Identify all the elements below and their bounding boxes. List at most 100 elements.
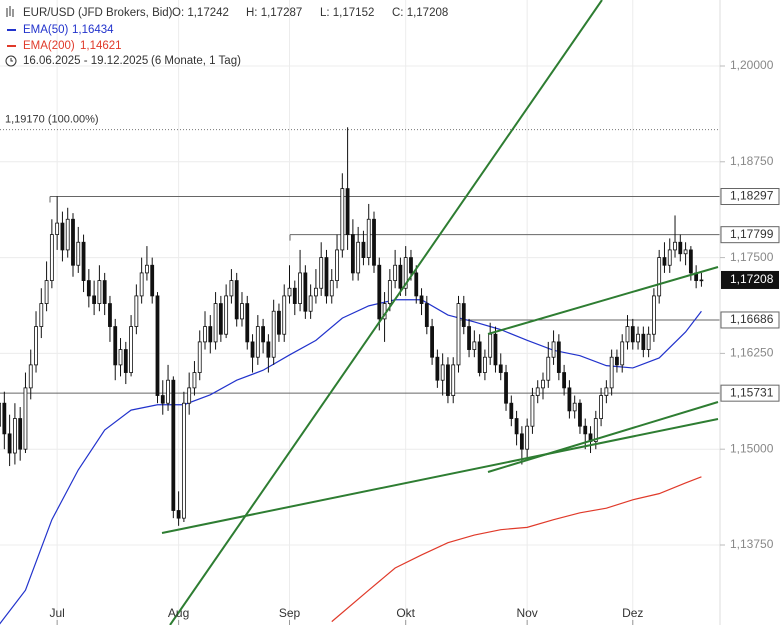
candle-body: [530, 395, 535, 427]
candle-body: [292, 287, 297, 304]
trend-line: [161, 418, 719, 534]
candle-body: [60, 222, 65, 251]
candle-body: [192, 372, 197, 389]
candle-body: [49, 234, 54, 281]
candle-body: [139, 272, 144, 297]
candle-body: [224, 295, 229, 335]
candle-body: [456, 303, 461, 366]
level-label: 1,16686: [730, 312, 774, 326]
candle-body: [678, 241, 683, 255]
candle-body: [271, 310, 276, 358]
legend-label: EMA(50): [23, 24, 69, 36]
candle-body: [76, 241, 81, 266]
candle-body: [467, 326, 471, 350]
candle-body: [240, 303, 244, 320]
level-label: 1,17799: [730, 227, 774, 241]
candle-body: [657, 257, 662, 297]
candle-body: [277, 310, 281, 335]
candle-body: [567, 387, 572, 412]
candle-body: [23, 387, 28, 450]
candle-body: [108, 303, 112, 327]
candle-body: [446, 364, 450, 396]
x-tick-label: Jul: [49, 606, 64, 620]
candle-body: [123, 349, 128, 373]
bar-icon: [6, 6, 14, 17]
legend-value: 1,16434: [72, 24, 114, 36]
candle-body: [171, 379, 176, 511]
ema-line: [0, 299, 702, 625]
candle-body: [229, 280, 234, 297]
candle-body: [483, 356, 487, 373]
x-tick-label: Dez: [622, 606, 643, 620]
y-tick-label: 1,13750: [730, 537, 774, 551]
candle-body: [335, 249, 339, 281]
period: (6 Monate, 1 Tag): [151, 55, 241, 67]
candle-body: [361, 241, 366, 258]
candle-body: [150, 264, 155, 297]
candle-body: [461, 303, 466, 327]
candle-body: [551, 341, 556, 358]
candle-body: [556, 341, 561, 373]
open: O: 1,17242: [172, 7, 229, 19]
current-box: [721, 270, 779, 289]
candle-body: [387, 280, 392, 304]
candle-body: [102, 280, 107, 304]
candle-body: [477, 341, 482, 373]
candle-body: [519, 433, 524, 450]
candle-body: [314, 287, 318, 297]
candle-body: [345, 188, 350, 235]
candle-body: [630, 326, 635, 343]
candle-body: [636, 333, 640, 343]
candle-body: [419, 295, 424, 304]
candle-body: [493, 333, 498, 366]
candle-body: [525, 425, 530, 450]
candle-body: [667, 249, 672, 266]
y-tick-label: 1,18750: [730, 154, 774, 168]
low: L: 1,17152: [320, 7, 374, 19]
candle-body: [160, 395, 165, 404]
candle-body: [118, 349, 123, 366]
plot: 1,19170 (100.00%): [0, 114, 720, 625]
candle-body: [541, 379, 545, 389]
candle-body: [514, 418, 519, 435]
candle-body: [166, 379, 170, 404]
candle-body: [203, 326, 207, 343]
candle-body: [350, 234, 355, 274]
candle-body: [414, 272, 419, 297]
candle-body: [599, 395, 603, 419]
close: C: 1,17208: [392, 7, 448, 19]
candle-body: [609, 356, 614, 389]
candle-body: [393, 264, 398, 281]
candle-body: [261, 326, 266, 343]
candle-body: [651, 295, 656, 335]
candle-body: [319, 257, 324, 289]
y-tick-label: 1,20000: [730, 58, 774, 72]
candle-body: [366, 218, 371, 258]
candle-body: [234, 280, 239, 320]
candle-body: [113, 326, 118, 366]
candle-body: [287, 287, 292, 297]
level-box: [720, 188, 780, 206]
candle-body: [213, 303, 218, 343]
candle-body: [377, 264, 382, 320]
candle-body: [134, 295, 139, 327]
clock-hand: [10, 58, 13, 62]
x-tick-label: Sep: [279, 606, 301, 620]
candle-body: [176, 510, 181, 519]
candle-body: [356, 241, 361, 274]
candle-body: [509, 402, 514, 419]
candle-body: [129, 326, 133, 373]
level-box: [720, 311, 780, 329]
candle-body: [250, 341, 255, 358]
y-tick-label: 1,17500: [730, 250, 774, 264]
candle-body: [65, 218, 70, 251]
candle-body: [472, 341, 477, 350]
axis: 1,20000 1,18750 1,17500 1,16250 1,15000 1,137…: [49, 58, 780, 625]
candle-body: [145, 264, 149, 274]
candle-body: [208, 326, 213, 343]
trend-lines: [161, 0, 719, 625]
candle-body: [282, 295, 287, 335]
candle-body: [604, 387, 609, 396]
